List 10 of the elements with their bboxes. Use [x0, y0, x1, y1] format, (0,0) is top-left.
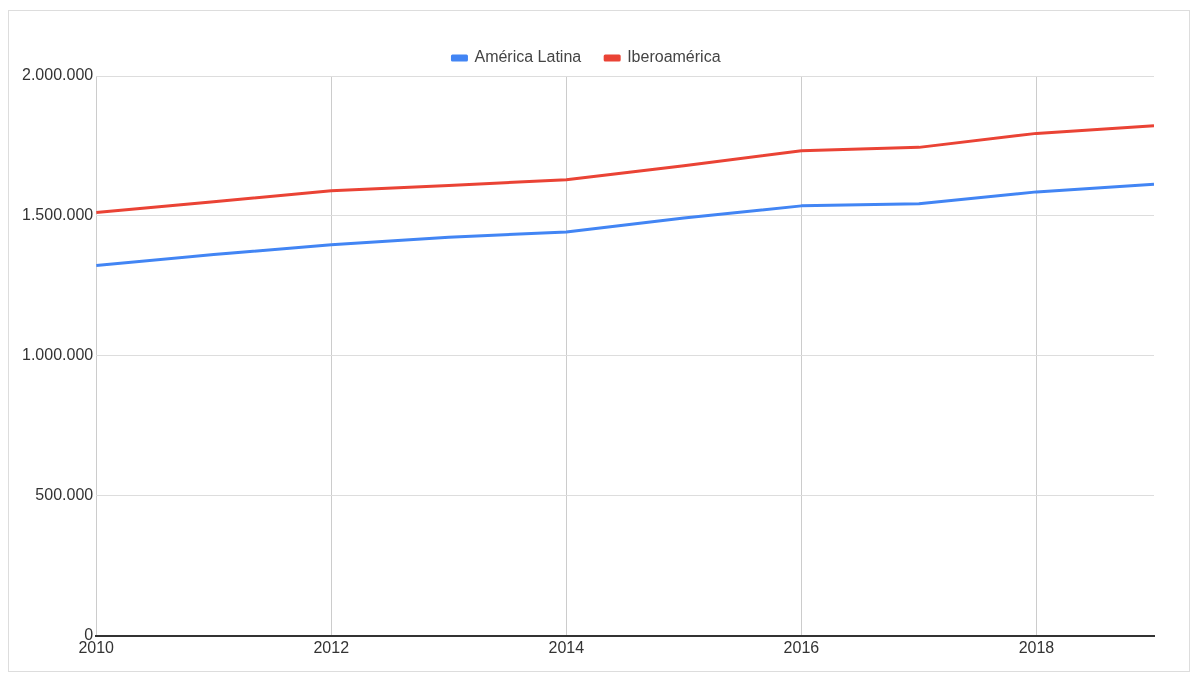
y-tick-label: 500.000: [35, 486, 94, 504]
legend-label: América Latina: [474, 48, 582, 66]
x-tick-label: 2018: [1018, 638, 1055, 656]
y-tick-label: 1.000.000: [21, 346, 94, 364]
x-tick-label: 2014: [548, 638, 585, 656]
x-tick-label: 2016: [783, 638, 820, 656]
x-tick-label: 2012: [313, 638, 350, 656]
legend-label: Iberoamérica: [627, 48, 721, 66]
y-tick-label: 1.500.000: [21, 206, 94, 224]
y-tick-label: 2.000.000: [21, 66, 94, 84]
